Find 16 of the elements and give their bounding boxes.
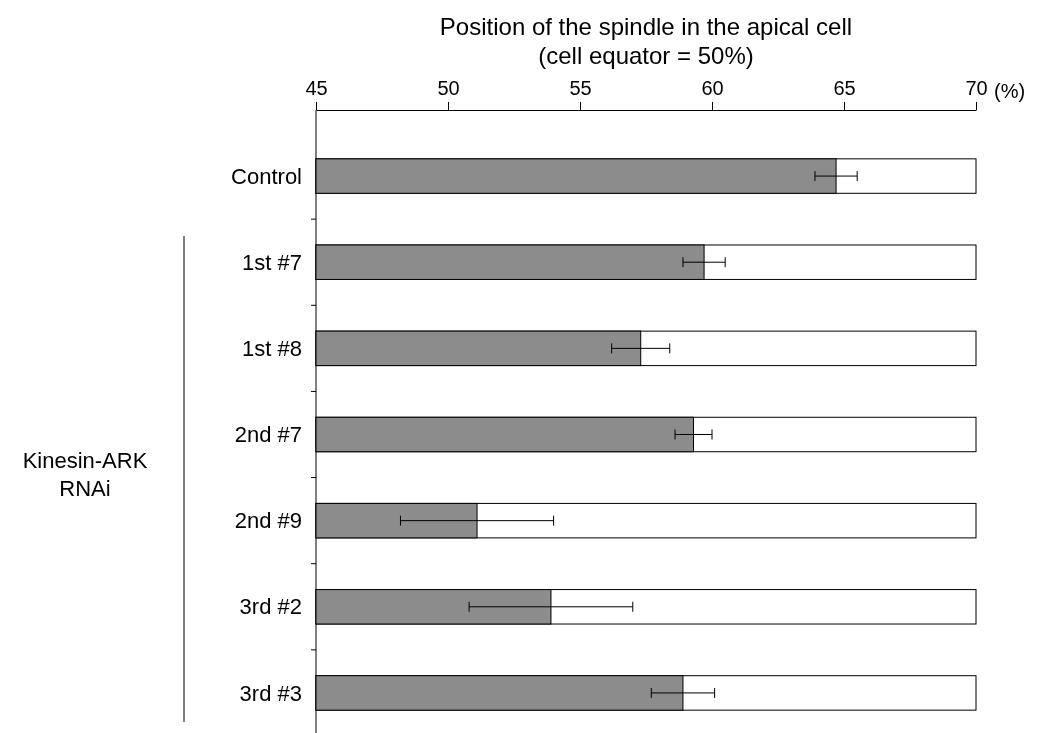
y-tick-label: 2nd #7 — [234, 422, 302, 448]
x-tick-label: 60 — [701, 77, 724, 99]
x-axis-title: (%) — [994, 80, 1026, 102]
x-tick-label: 50 — [437, 77, 460, 99]
x-tick-label: 70 — [965, 77, 988, 99]
y-tick-label: 1st #7 — [242, 249, 302, 275]
text: Kinesin-ARK RNAi — [22, 448, 148, 501]
x-tick-label: 45 — [305, 77, 328, 99]
y-tick-label: 2nd #9 — [234, 508, 302, 534]
y-tick-label: 3rd #3 — [239, 680, 302, 706]
y-tick-label: Control — [231, 163, 302, 189]
y-tick-label: 1st #8 — [242, 336, 302, 362]
chart-title: Position of the spindle in the apical cell (cell equator = 50%) — [439, 13, 853, 69]
x-tick-label: 55 — [569, 77, 592, 99]
y-tick-label: 3rd #2 — [239, 594, 302, 620]
x-tick-label: 65 — [833, 77, 856, 99]
